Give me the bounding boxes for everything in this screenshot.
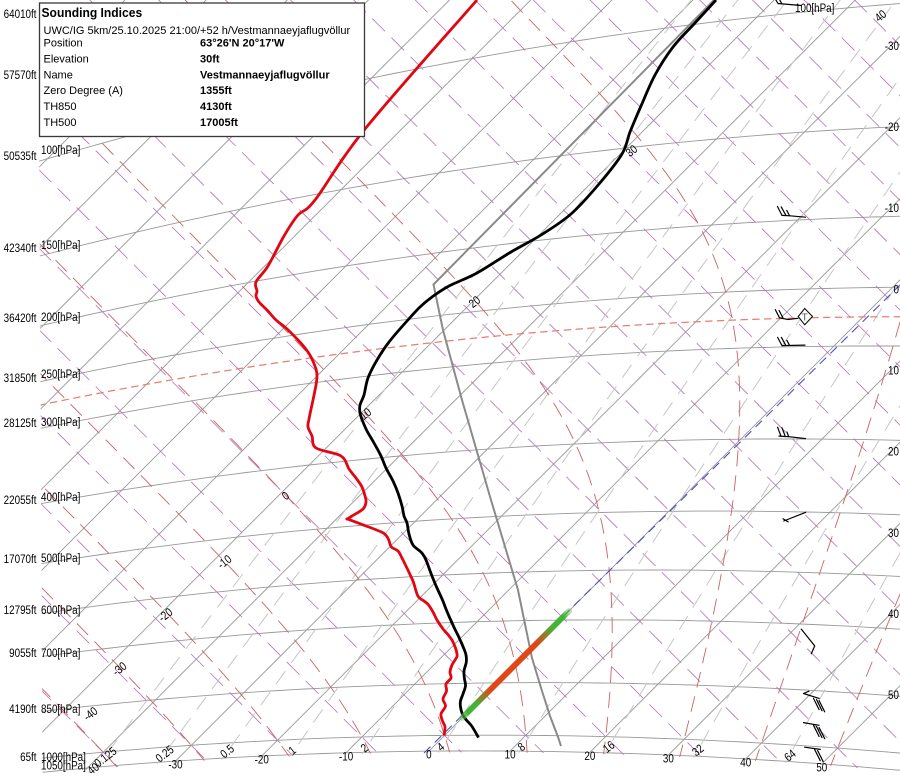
svg-text:50: 50 — [816, 762, 827, 773]
svg-text:9055ft: 9055ft — [9, 647, 36, 660]
svg-text:700[hPa]: 700[hPa] — [41, 647, 80, 660]
svg-text:50535ft: 50535ft — [4, 150, 37, 163]
svg-text:17005ft: 17005ft — [200, 117, 238, 129]
svg-text:0: 0 — [894, 284, 899, 297]
svg-text:40: 40 — [888, 608, 899, 621]
svg-text:400[hPa]: 400[hPa] — [41, 491, 80, 504]
svg-text:64010ft: 64010ft — [4, 8, 37, 21]
svg-text:10: 10 — [888, 365, 899, 378]
svg-text:Position: Position — [44, 38, 83, 50]
svg-text:30: 30 — [663, 753, 674, 766]
svg-text:TH850: TH850 — [44, 101, 77, 113]
svg-text:31850ft: 31850ft — [4, 372, 37, 385]
svg-text:4130ft: 4130ft — [200, 101, 232, 113]
svg-text:100[hPa]: 100[hPa] — [795, 2, 834, 15]
svg-text:1050[hPa]: 1050[hPa] — [41, 760, 86, 773]
svg-text:T: T — [802, 313, 808, 324]
svg-text:Elevation: Elevation — [44, 54, 89, 66]
svg-text:20: 20 — [584, 750, 595, 763]
svg-text:Zero Degree (A): Zero Degree (A) — [44, 85, 123, 97]
svg-text:12795ft: 12795ft — [4, 604, 37, 617]
svg-text:UWC/IG 5km/25.10.2025 21:00/+5: UWC/IG 5km/25.10.2025 21:00/+52 h/Vestma… — [44, 25, 351, 37]
svg-text:500[hPa]: 500[hPa] — [41, 552, 80, 565]
svg-text:65ft: 65ft — [20, 751, 36, 764]
svg-text:22055ft: 22055ft — [4, 494, 37, 507]
svg-text:Vestmannaeyjaflugvöllur: Vestmannaeyjaflugvöllur — [200, 70, 330, 82]
svg-text:63°26'N 20°17'W: 63°26'N 20°17'W — [200, 38, 285, 50]
svg-text:-20: -20 — [885, 121, 899, 134]
svg-text:36420ft: 36420ft — [4, 312, 37, 325]
svg-text:10: 10 — [505, 749, 516, 762]
svg-text:28125ft: 28125ft — [4, 417, 37, 430]
svg-text:30ft: 30ft — [200, 54, 220, 66]
svg-text:-10: -10 — [339, 750, 353, 763]
svg-text:0: 0 — [426, 749, 431, 762]
svg-text:30: 30 — [888, 527, 899, 540]
svg-text:200[hPa]: 200[hPa] — [41, 311, 80, 324]
svg-text:17070ft: 17070ft — [4, 553, 37, 566]
svg-text:TH500: TH500 — [44, 117, 77, 129]
svg-text:Sounding Indices: Sounding Indices — [42, 6, 143, 20]
svg-text:57570ft: 57570ft — [4, 69, 37, 82]
svg-text:250[hPa]: 250[hPa] — [41, 368, 80, 381]
svg-text:-30: -30 — [168, 759, 182, 772]
svg-text:-20: -20 — [255, 754, 269, 767]
svg-text:-30: -30 — [885, 40, 899, 53]
svg-text:-10: -10 — [885, 202, 899, 215]
svg-text:20: 20 — [888, 446, 899, 459]
svg-text:300[hPa]: 300[hPa] — [41, 416, 80, 429]
svg-text:100[hPa]: 100[hPa] — [41, 144, 80, 157]
svg-text:600[hPa]: 600[hPa] — [41, 604, 80, 617]
svg-text:150[hPa]: 150[hPa] — [41, 239, 80, 252]
svg-text:1000[hPa]: 1000[hPa] — [41, 751, 86, 764]
svg-text:40: 40 — [740, 757, 751, 770]
svg-text:42340ft: 42340ft — [4, 242, 37, 255]
svg-text:50: 50 — [888, 689, 899, 702]
svg-text:4190ft: 4190ft — [9, 703, 36, 716]
svg-text:1355ft: 1355ft — [200, 85, 232, 97]
svg-text:Name: Name — [44, 70, 73, 82]
svg-text:850[hPa]: 850[hPa] — [41, 703, 80, 716]
